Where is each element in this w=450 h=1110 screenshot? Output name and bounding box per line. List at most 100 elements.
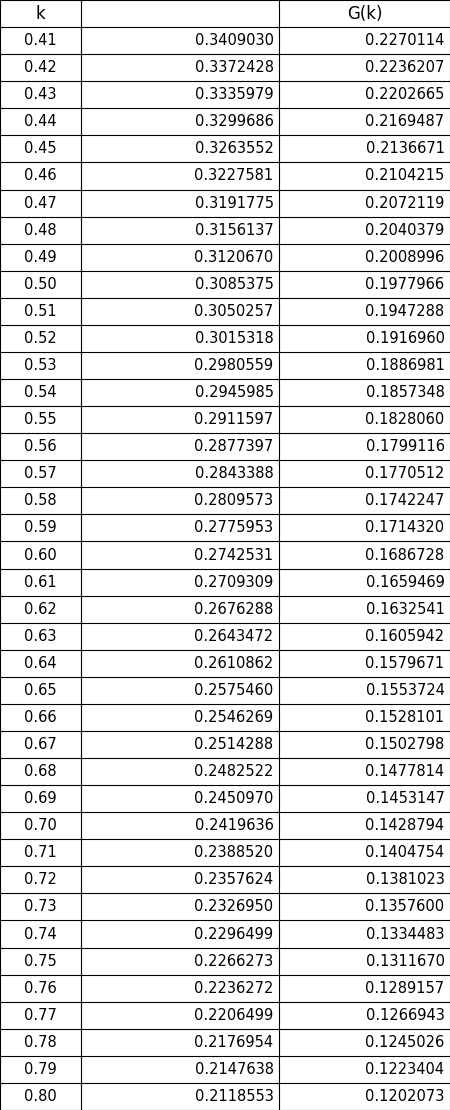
Text: 0.51: 0.51 <box>24 304 57 319</box>
Text: 0.1553724: 0.1553724 <box>365 683 445 698</box>
Text: 0.2136671: 0.2136671 <box>365 141 445 157</box>
Text: 0.1886981: 0.1886981 <box>366 359 445 373</box>
Text: 0.2296499: 0.2296499 <box>194 927 274 941</box>
Text: 0.1686728: 0.1686728 <box>365 547 445 563</box>
Text: 0.54: 0.54 <box>24 385 57 400</box>
Text: 0.70: 0.70 <box>24 818 57 834</box>
Text: 0.1828060: 0.1828060 <box>365 412 445 427</box>
Text: 0.2546269: 0.2546269 <box>194 710 274 725</box>
Text: 0.3335979: 0.3335979 <box>195 88 274 102</box>
Text: 0.2843388: 0.2843388 <box>195 466 274 482</box>
Text: 0.1404754: 0.1404754 <box>365 846 445 860</box>
Text: 0.3227581: 0.3227581 <box>194 169 274 183</box>
Text: 0.2072119: 0.2072119 <box>365 195 445 211</box>
Text: 0.1770512: 0.1770512 <box>365 466 445 482</box>
Text: 0.72: 0.72 <box>24 872 57 887</box>
Text: 0.77: 0.77 <box>24 1008 57 1022</box>
Text: 0.2008996: 0.2008996 <box>365 250 445 264</box>
Text: 0.1477814: 0.1477814 <box>365 764 445 779</box>
Text: 0.59: 0.59 <box>24 521 57 535</box>
Text: 0.2104215: 0.2104215 <box>365 169 445 183</box>
Text: 0.2911597: 0.2911597 <box>194 412 274 427</box>
Text: 0.55: 0.55 <box>24 412 57 427</box>
Text: 0.53: 0.53 <box>24 359 57 373</box>
Text: 0.3409030: 0.3409030 <box>194 33 274 48</box>
Text: 0.60: 0.60 <box>24 547 57 563</box>
Text: 0.3120670: 0.3120670 <box>194 250 274 264</box>
Text: 0.2643472: 0.2643472 <box>194 628 274 644</box>
Text: 0.2676288: 0.2676288 <box>194 602 274 617</box>
Text: 0.47: 0.47 <box>24 195 57 211</box>
Text: 0.3085375: 0.3085375 <box>195 276 274 292</box>
Text: 0.2514288: 0.2514288 <box>194 737 274 751</box>
Text: 0.1799116: 0.1799116 <box>365 440 445 454</box>
Text: 0.1502798: 0.1502798 <box>365 737 445 751</box>
Text: 0.3156137: 0.3156137 <box>195 223 274 238</box>
Text: 0.1381023: 0.1381023 <box>366 872 445 887</box>
Text: 0.1714320: 0.1714320 <box>365 521 445 535</box>
Text: 0.2147638: 0.2147638 <box>194 1062 274 1077</box>
Text: 0.2202665: 0.2202665 <box>365 88 445 102</box>
Text: 0.2877397: 0.2877397 <box>194 440 274 454</box>
Text: 0.80: 0.80 <box>24 1089 57 1104</box>
Text: 0.58: 0.58 <box>24 493 57 508</box>
Text: 0.2326950: 0.2326950 <box>194 899 274 915</box>
Text: 0.44: 0.44 <box>24 114 57 130</box>
Text: 0.2176954: 0.2176954 <box>194 1035 274 1050</box>
Text: 0.2419636: 0.2419636 <box>195 818 274 834</box>
Text: 0.1245026: 0.1245026 <box>365 1035 445 1050</box>
Text: 0.2945985: 0.2945985 <box>194 385 274 400</box>
Text: 0.3299686: 0.3299686 <box>195 114 274 130</box>
Text: 0.1289157: 0.1289157 <box>365 980 445 996</box>
Text: 0.2236272: 0.2236272 <box>194 980 274 996</box>
Text: 0.1742247: 0.1742247 <box>365 493 445 508</box>
Text: 0.2236207: 0.2236207 <box>365 60 445 75</box>
Text: 0.75: 0.75 <box>24 953 57 969</box>
Text: 0.1659469: 0.1659469 <box>366 575 445 589</box>
Text: 0.2775953: 0.2775953 <box>194 521 274 535</box>
Text: 0.1202073: 0.1202073 <box>365 1089 445 1104</box>
Text: 0.2575460: 0.2575460 <box>194 683 274 698</box>
Text: 0.1947288: 0.1947288 <box>365 304 445 319</box>
Text: 0.1334483: 0.1334483 <box>366 927 445 941</box>
Text: 0.1857348: 0.1857348 <box>366 385 445 400</box>
Text: 0.1605942: 0.1605942 <box>365 628 445 644</box>
Text: 0.1916960: 0.1916960 <box>365 331 445 346</box>
Text: 0.52: 0.52 <box>24 331 57 346</box>
Text: 0.42: 0.42 <box>24 60 57 75</box>
Text: 0.74: 0.74 <box>24 927 57 941</box>
Text: 0.2270114: 0.2270114 <box>365 33 445 48</box>
Text: 0.50: 0.50 <box>24 276 57 292</box>
Text: 0.49: 0.49 <box>24 250 57 264</box>
Text: 0.69: 0.69 <box>24 791 57 806</box>
Text: 0.73: 0.73 <box>24 899 57 915</box>
Text: 0.1579671: 0.1579671 <box>365 656 445 670</box>
Text: 0.48: 0.48 <box>24 223 57 238</box>
Text: 0.2980559: 0.2980559 <box>194 359 274 373</box>
Text: 0.67: 0.67 <box>24 737 57 751</box>
Text: 0.3191775: 0.3191775 <box>194 195 274 211</box>
Text: 0.3015318: 0.3015318 <box>195 331 274 346</box>
Text: 0.2709309: 0.2709309 <box>194 575 274 589</box>
Text: 0.64: 0.64 <box>24 656 57 670</box>
Text: 0.1977966: 0.1977966 <box>365 276 445 292</box>
Text: 0.2482522: 0.2482522 <box>194 764 274 779</box>
Text: 0.1311670: 0.1311670 <box>365 953 445 969</box>
Text: 0.2169487: 0.2169487 <box>365 114 445 130</box>
Text: 0.79: 0.79 <box>24 1062 57 1077</box>
Text: 0.43: 0.43 <box>24 88 57 102</box>
Text: 0.2450970: 0.2450970 <box>194 791 274 806</box>
Text: 0.1453147: 0.1453147 <box>366 791 445 806</box>
Text: 0.2118553: 0.2118553 <box>195 1089 274 1104</box>
Text: 0.65: 0.65 <box>24 683 57 698</box>
Text: 0.76: 0.76 <box>24 980 57 996</box>
Text: 0.2357624: 0.2357624 <box>194 872 274 887</box>
Text: 0.66: 0.66 <box>24 710 57 725</box>
Text: 0.56: 0.56 <box>24 440 57 454</box>
Text: 0.62: 0.62 <box>24 602 57 617</box>
Text: k: k <box>36 4 45 22</box>
Text: G(k): G(k) <box>347 4 382 22</box>
Text: 0.1223404: 0.1223404 <box>365 1062 445 1077</box>
Text: 0.1357600: 0.1357600 <box>365 899 445 915</box>
Text: 0.1428794: 0.1428794 <box>365 818 445 834</box>
